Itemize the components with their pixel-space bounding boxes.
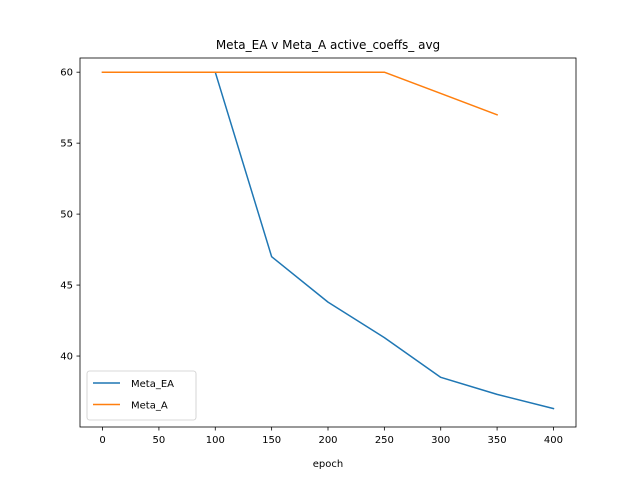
x-tick-label: 200 (318, 435, 337, 446)
x-tick-label: 250 (375, 435, 394, 446)
x-axis-label: epoch (313, 459, 343, 470)
x-tick-label: 100 (206, 435, 225, 446)
x-tick-label: 300 (431, 435, 450, 446)
y-tick-label: 50 (60, 210, 73, 221)
x-tick-label: 400 (544, 435, 563, 446)
y-tick-label: 45 (60, 281, 73, 292)
legend: Meta_EA Meta_A (86, 370, 197, 421)
y-tick-label: 40 (60, 352, 73, 363)
legend-label: Meta_EA (131, 379, 174, 390)
x-tick-label: 50 (153, 435, 166, 446)
y-tick-label: 60 (60, 68, 73, 79)
legend-label: Meta_A (131, 401, 168, 412)
y-tick-label: 55 (60, 139, 73, 150)
x-tick-label: 350 (488, 435, 507, 446)
series-line-meta-a (101, 71, 499, 116)
plot-area: 0 50 100 150 200 250 300 350 400 40 45 50 55 60 Meta_E… (60, 57, 577, 446)
chart-title: Meta_EA v Meta_A active_coeffs_ avg (216, 38, 440, 52)
x-tick-label: 0 (99, 435, 105, 446)
x-tick-label: 150 (262, 435, 281, 446)
